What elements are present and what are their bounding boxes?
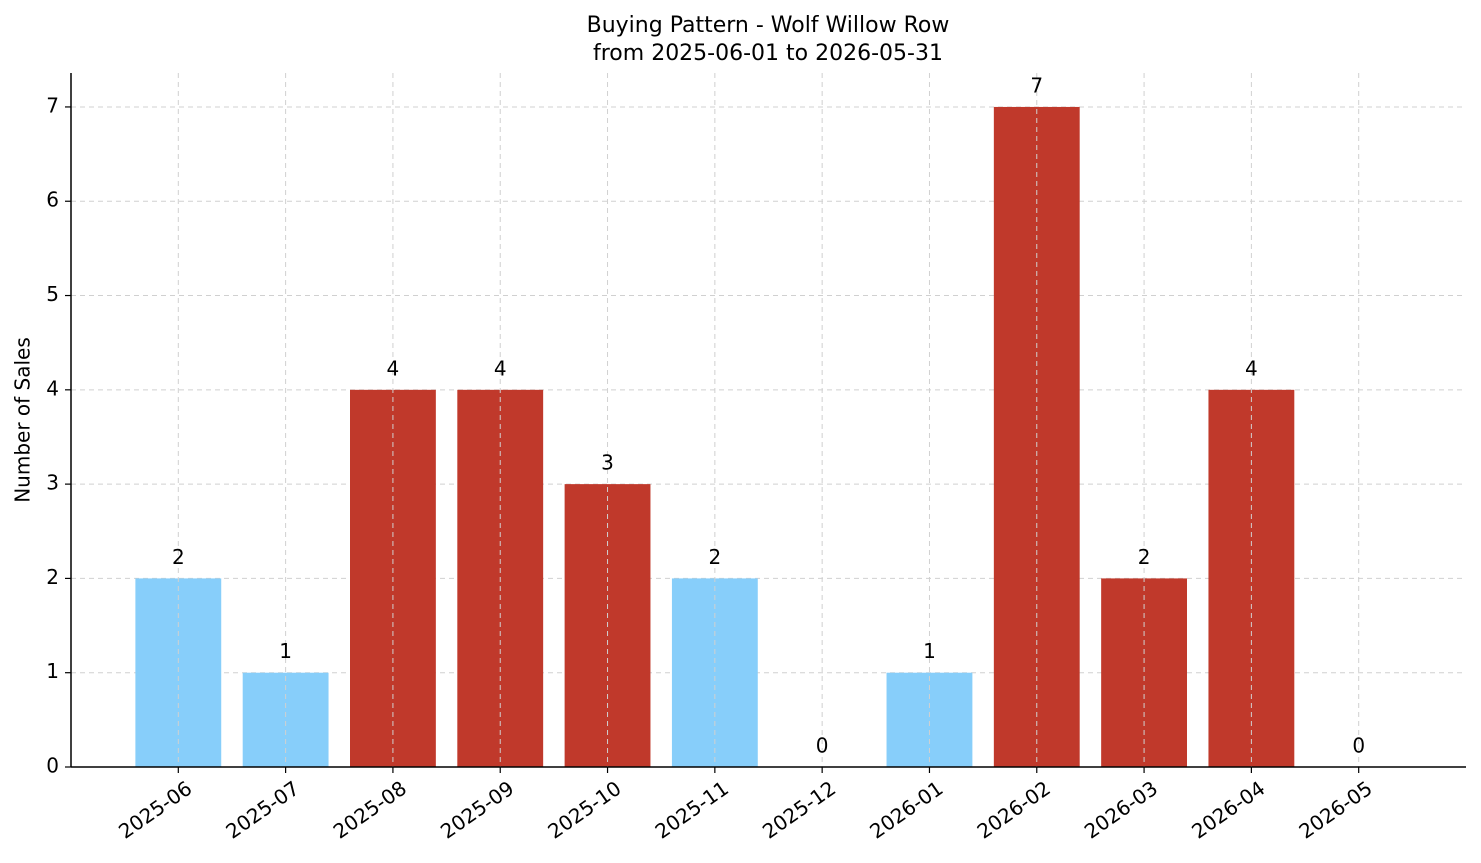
bar — [1101, 578, 1187, 767]
y-tick-label: 6 — [46, 188, 59, 212]
x-tick-label: 2026-02 — [973, 776, 1055, 844]
x-tick-label: 2025-11 — [651, 776, 733, 844]
value-label: 2 — [708, 545, 721, 569]
chart-subtitle: from 2025-06-01 to 2026-05-31 — [593, 41, 943, 66]
value-label: 7 — [1030, 73, 1043, 97]
x-tick-label: 2025-12 — [758, 776, 840, 844]
value-label: 0 — [1352, 734, 1365, 758]
x-tick-label: 2025-09 — [436, 776, 518, 844]
x-tick-label: 2026-03 — [1080, 776, 1162, 844]
bar — [135, 578, 222, 767]
bar — [671, 578, 758, 767]
value-label: 4 — [1245, 356, 1258, 380]
value-label: 2 — [172, 545, 185, 569]
x-tick-label: 2026-04 — [1187, 776, 1269, 844]
y-tick-label: 5 — [46, 282, 59, 306]
y-tick-label: 1 — [46, 659, 59, 683]
value-label: 1 — [923, 639, 936, 663]
value-label: 2 — [1138, 545, 1151, 569]
y-tick-label: 7 — [46, 93, 59, 117]
x-tick-label: 2025-07 — [221, 776, 303, 844]
x-tick-label: 2026-01 — [865, 776, 947, 844]
y-tick-label: 2 — [46, 565, 59, 589]
y-tick-label: 4 — [46, 376, 59, 400]
x-tick-label: 2025-10 — [543, 776, 625, 844]
y-axis-label: Number of Sales — [11, 337, 35, 503]
x-tick-label: 2026-05 — [1294, 776, 1376, 844]
y-tick-label: 3 — [46, 471, 59, 495]
value-label: 3 — [601, 451, 614, 475]
value-label: 4 — [494, 356, 507, 380]
chart-title: Buying Pattern - Wolf Willow Row — [587, 13, 950, 38]
value-label: 1 — [279, 639, 292, 663]
value-label: 4 — [387, 356, 400, 380]
x-tick-label: 2025-08 — [329, 776, 411, 844]
x-tick-label: 2025-06 — [114, 776, 196, 844]
value-label: 0 — [816, 734, 829, 758]
y-tick-label: 0 — [46, 754, 59, 778]
